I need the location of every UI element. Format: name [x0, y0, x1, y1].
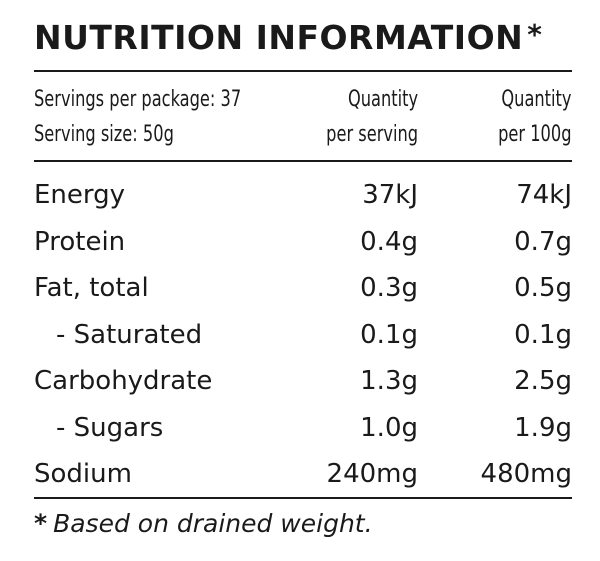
bottom-divider: [34, 497, 572, 499]
nutrient-name: Sodium: [34, 459, 132, 489]
top-divider: [34, 70, 572, 72]
table-row: Fat, total 0.3g 0.5g: [34, 265, 572, 312]
nutrient-name: Protein: [34, 226, 126, 257]
serving-info: Servings per package: 37 Serving size: 5…: [34, 82, 241, 152]
panel-title: NUTRITION INFORMATION *: [34, 18, 542, 57]
nutrient-name: - Saturated: [56, 319, 203, 350]
value-per-100g: 74kJ: [516, 180, 572, 210]
footnote-asterisk: *: [34, 509, 48, 538]
title-asterisk: *: [527, 18, 543, 51]
value-per-100g: 0.7g: [514, 226, 572, 257]
value-per-100g: 1.9g: [514, 412, 572, 443]
column-header-per-serving-line2: per serving: [326, 122, 418, 147]
footnote: * Based on drained weight.: [34, 509, 373, 538]
panel-title-text: NUTRITION INFORMATION: [34, 18, 524, 57]
value-per-serving: 240mg: [326, 459, 418, 489]
value-per-serving: 37kJ: [362, 180, 418, 210]
value-per-serving: 1.0g: [360, 412, 418, 443]
table-row: Protein 0.4g 0.7g: [34, 219, 572, 266]
table-row: Sodium 240mg 480mg: [34, 451, 572, 498]
value-per-serving: 0.4g: [360, 226, 418, 257]
table-row: - Sugars 1.0g 1.9g: [34, 405, 572, 452]
column-header-per-100g-line1: Quantity: [501, 87, 572, 112]
nutrient-table: Energy 37kJ 74kJ Protein 0.4g 0.7g Fat, …: [34, 172, 572, 498]
nutrient-name: Energy: [34, 180, 126, 210]
serving-size: Serving size: 50g: [34, 122, 174, 147]
nutrition-panel: NUTRITION INFORMATION * Servings per pack…: [34, 0, 572, 561]
column-header-per-serving: Quantity per serving: [326, 82, 418, 152]
table-row: - Saturated 0.1g 0.1g: [34, 312, 572, 359]
value-per-100g: 0.1g: [514, 319, 572, 350]
nutrient-name: - Sugars: [56, 412, 164, 443]
header-divider: [34, 160, 572, 162]
column-header-per-serving-line1: Quantity: [347, 87, 418, 112]
value-per-100g: 2.5g: [514, 366, 572, 396]
servings-per-package: Servings per package: 37: [34, 87, 242, 112]
value-per-serving: 1.3g: [360, 366, 418, 396]
value-per-100g: 0.5g: [514, 273, 572, 303]
table-row: Carbohydrate 1.3g 2.5g: [34, 358, 572, 405]
table-row: Energy 37kJ 74kJ: [34, 172, 572, 219]
value-per-100g: 480mg: [480, 459, 572, 489]
nutrient-name: Fat, total: [34, 273, 149, 303]
footnote-text: Based on drained weight.: [53, 509, 373, 538]
column-header-per-100g: Quantity per 100g: [499, 82, 572, 152]
nutrient-name: Carbohydrate: [34, 366, 213, 396]
value-per-serving: 0.3g: [360, 273, 418, 303]
column-header-per-100g-line2: per 100g: [498, 122, 572, 147]
value-per-serving: 0.1g: [360, 319, 418, 350]
